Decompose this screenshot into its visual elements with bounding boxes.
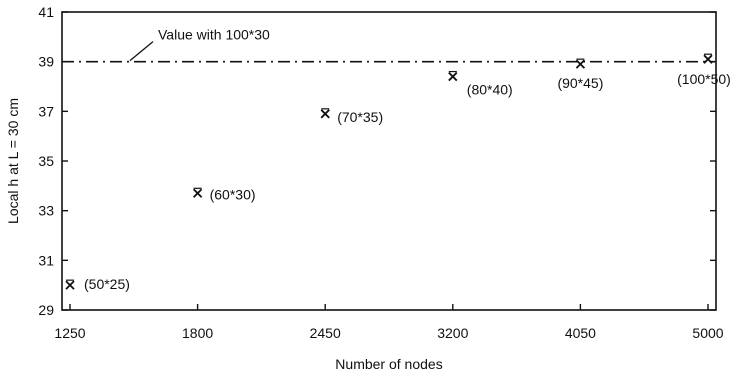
point-marker-stroke — [703, 54, 713, 64]
point-label: (50*25) — [84, 276, 130, 292]
point-marker-stroke — [575, 59, 586, 69]
y-tick-label: 35 — [38, 153, 54, 169]
y-tick-label: 31 — [38, 252, 54, 268]
point-label: (80*40) — [467, 82, 513, 98]
x-axis-ticks: 1250 1800 2450 3200 4050 5000 — [54, 304, 724, 341]
data-point: (80*40) — [448, 70, 513, 98]
x-tick-label: 5000 — [692, 325, 723, 341]
data-points: (50*25) (60*30) (70*35) (80*40) (90*45) (100*… — [65, 53, 731, 292]
x-tick-label: 1800 — [182, 325, 213, 341]
reference-line-leader — [129, 41, 154, 62]
x-tick-label: 1250 — [54, 325, 85, 341]
x-axis-title: Number of nodes — [335, 356, 442, 372]
plot-frame — [61, 11, 717, 311]
x-tick-label: 3200 — [437, 325, 468, 341]
data-point: (50*25) — [65, 276, 130, 292]
y-axis-ticks: 29 31 33 35 37 39 41 — [38, 4, 716, 318]
data-point: (100*50) — [677, 53, 731, 87]
reference-line-label: Value with 100*30 — [158, 27, 270, 43]
x-tick-label: 4050 — [565, 325, 596, 341]
y-tick-label: 37 — [38, 103, 54, 119]
point-label: (90*45) — [557, 75, 603, 91]
data-point: (90*45) — [557, 58, 603, 91]
point-label: (70*35) — [337, 109, 383, 125]
point-marker-stroke — [65, 280, 75, 290]
x-tick-label: 2450 — [310, 325, 341, 341]
plot-border — [61, 11, 717, 311]
y-tick-label: 41 — [38, 4, 54, 20]
point-label: (60*30) — [210, 186, 256, 202]
y-tick-label: 39 — [38, 54, 54, 70]
y-tick-label: 29 — [38, 302, 54, 318]
point-marker-stroke — [448, 71, 458, 82]
reference-line-group: Value with 100*30 — [62, 27, 716, 63]
data-point: (60*30) — [192, 186, 256, 202]
point-marker-stroke — [192, 188, 203, 198]
y-axis-title: Local h at L = 30 cm — [5, 98, 21, 224]
point-label: (100*50) — [677, 71, 731, 87]
point-marker-stroke — [320, 109, 330, 119]
y-tick-label: 33 — [38, 203, 54, 219]
data-point: (70*35) — [320, 108, 383, 125]
